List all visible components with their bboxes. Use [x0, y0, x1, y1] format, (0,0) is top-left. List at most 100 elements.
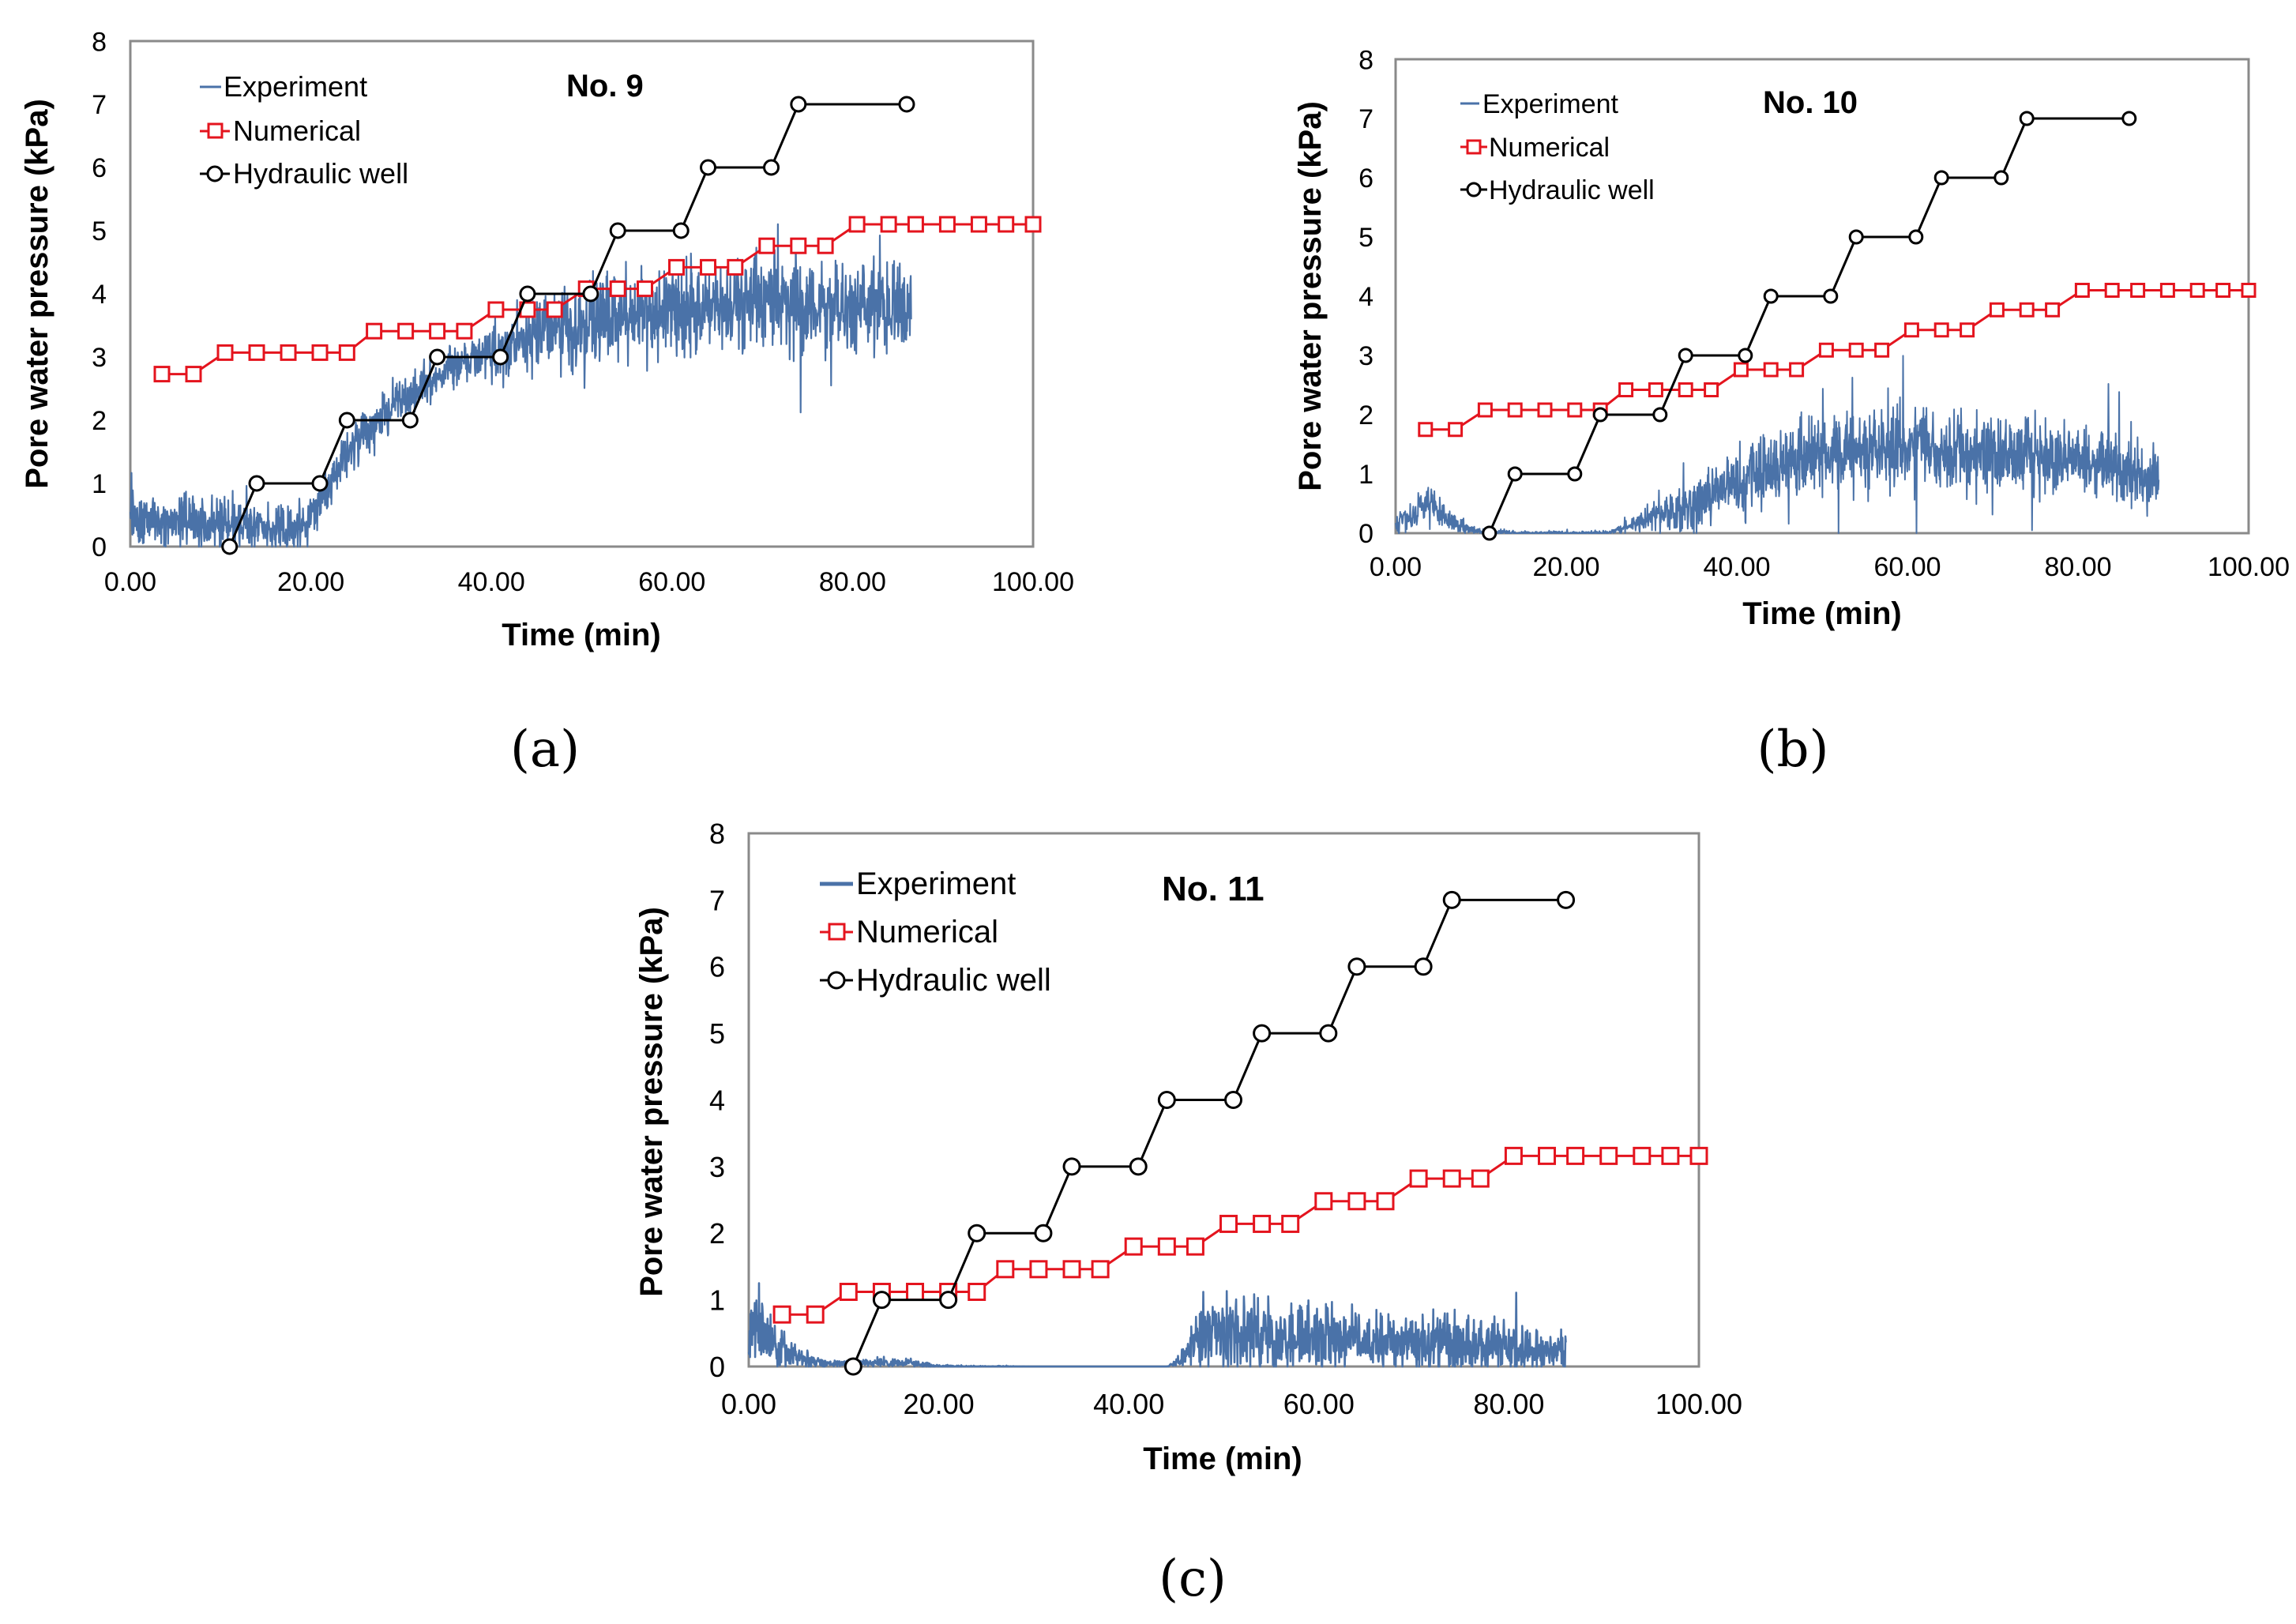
legend-experiment-label: Experiment — [1482, 89, 1619, 119]
y-tick-label: 1 — [709, 1284, 725, 1317]
numerical-point — [1989, 302, 2005, 318]
legend-hydraulic-well-marker — [1466, 182, 1482, 197]
y-tick-label: 2 — [709, 1217, 725, 1250]
legend: Experiment Numerical Hydraulic well — [1460, 89, 1655, 205]
x-axis-label: Time (min) — [1143, 1442, 1302, 1476]
legend-numerical-label: Numerical — [856, 915, 998, 949]
numerical-point — [1448, 422, 1464, 438]
y-tick-label: 0 — [1358, 519, 1373, 549]
numerical-point — [1566, 1146, 1585, 1165]
numerical-point — [1633, 1146, 1652, 1165]
hydraulic-well-point — [1034, 1224, 1053, 1242]
hydraulic-well-point — [968, 1224, 986, 1242]
numerical-point — [338, 344, 355, 361]
numerical-point — [2019, 302, 2035, 318]
hydraulic-well-point — [763, 159, 780, 176]
hydraulic-well-point — [1347, 957, 1366, 976]
legend: Experiment Numerical Hydraulic well — [820, 867, 1051, 998]
numerical-point — [1477, 402, 1493, 418]
numerical-point — [366, 322, 383, 340]
numerical-point — [1281, 1214, 1300, 1233]
legend-experiment-label: Experiment — [856, 867, 1016, 901]
legend-numerical-marker — [1466, 139, 1482, 155]
numerical-point — [2241, 283, 2257, 298]
numerical-point — [1537, 402, 1553, 418]
numerical-point — [1091, 1260, 1110, 1279]
axis-ticks: 0.00 20.00 40.00 60.00 80.00 100.00 0 1 2 3 4 5 6 7 8 — [92, 27, 1074, 597]
numerical-point — [727, 258, 744, 276]
axis-ticks: 0.00 20.00 40.00 60.00 80.00 100.00 0 1 2 3 4 5 6 7 8 — [1358, 45, 2290, 582]
numerical-point — [1219, 1214, 1238, 1233]
legend-hydraulic-well-label: Hydraulic well — [856, 963, 1051, 998]
hydraulic-well-point — [429, 348, 446, 366]
numerical-point — [1538, 1146, 1557, 1165]
x-tick-label: 60.00 — [638, 567, 705, 597]
numerical-point — [1186, 1237, 1204, 1256]
chart-panel-b: 0.00 20.00 40.00 60.00 80.00 100.00012345678 … — [1293, 45, 2290, 631]
numerical-point — [1567, 402, 1583, 418]
series-experiment-line — [1395, 355, 2160, 534]
hydraulic-well-point — [1319, 1024, 1338, 1043]
y-tick-label: 1 — [1358, 460, 1373, 490]
x-tick-label: 20.00 — [904, 1388, 975, 1420]
numerical-point — [806, 1305, 825, 1324]
numerical-point — [839, 1283, 858, 1301]
numerical-point — [546, 301, 563, 318]
y-tick-label: 3 — [1358, 341, 1373, 371]
hydraulic-well-point — [1993, 170, 2009, 186]
hydraulic-well-point — [1129, 1157, 1148, 1176]
x-tick-label: 40.00 — [1703, 552, 1770, 582]
y-tick-label: 3 — [709, 1151, 725, 1183]
numerical-point — [1903, 322, 1919, 338]
numerical-point — [907, 216, 924, 233]
numerical-point — [1848, 342, 1864, 358]
numerical-point — [2045, 302, 2061, 318]
series-experiment-line — [129, 223, 912, 548]
numerical-point — [1933, 322, 1949, 338]
legend-numerical-label: Numerical — [1489, 133, 1610, 163]
numerical-point — [1376, 1192, 1395, 1211]
legend-hydraulic-well-marker — [827, 971, 846, 990]
y-axis-label: Pore water pressure (kPa) — [634, 907, 669, 1297]
x-tick-label: 100.00 — [992, 567, 1074, 597]
y-tick-label: 3 — [92, 343, 107, 373]
hydraulic-well-point — [338, 412, 355, 429]
hydraulic-well-point — [1414, 957, 1433, 976]
y-tick-label: 1 — [92, 469, 107, 499]
numerical-point — [668, 258, 686, 276]
numerical-point — [248, 344, 265, 361]
numerical-point — [700, 258, 717, 276]
numerical-point — [2215, 283, 2231, 298]
y-tick-label: 5 — [709, 1017, 725, 1050]
x-tick-label: 100.00 — [2208, 552, 2290, 582]
numerical-point — [280, 344, 297, 361]
x-tick-label: 0.00 — [1370, 552, 1422, 582]
numerical-point — [1733, 362, 1749, 378]
hydraulic-well-point — [672, 222, 690, 239]
legend-hydraulic-well-label: Hydraulic well — [1489, 175, 1655, 205]
y-axis-label: Pore water pressure (kPa) — [1293, 101, 1328, 491]
y-tick-label: 2 — [92, 406, 107, 436]
numerical-point — [758, 237, 776, 254]
hydraulic-well-point — [1482, 525, 1497, 541]
hydraulic-well-point — [1507, 466, 1523, 482]
numerical-point — [1471, 1169, 1490, 1188]
numerical-point — [456, 322, 473, 340]
hydraulic-well-point — [1763, 288, 1779, 304]
y-tick-label: 8 — [1358, 45, 1373, 75]
legend-numerical-marker — [828, 923, 846, 941]
numerical-point — [1124, 1237, 1143, 1256]
y-tick-label: 6 — [1358, 164, 1373, 194]
numerical-point — [790, 237, 807, 254]
hydraulic-well-point — [1848, 229, 1864, 245]
hydraulic-well-point — [1652, 407, 1668, 423]
numerical-point — [1618, 382, 1634, 397]
numerical-point — [1418, 422, 1434, 438]
hydraulic-well-point — [1908, 229, 1924, 245]
panel-label-c: (c) — [1159, 1550, 1227, 1608]
numerical-point — [1253, 1214, 1272, 1233]
x-tick-label: 60.00 — [1873, 552, 1941, 582]
numerical-point — [1689, 1146, 1708, 1165]
x-tick-label: 60.00 — [1283, 1388, 1355, 1420]
